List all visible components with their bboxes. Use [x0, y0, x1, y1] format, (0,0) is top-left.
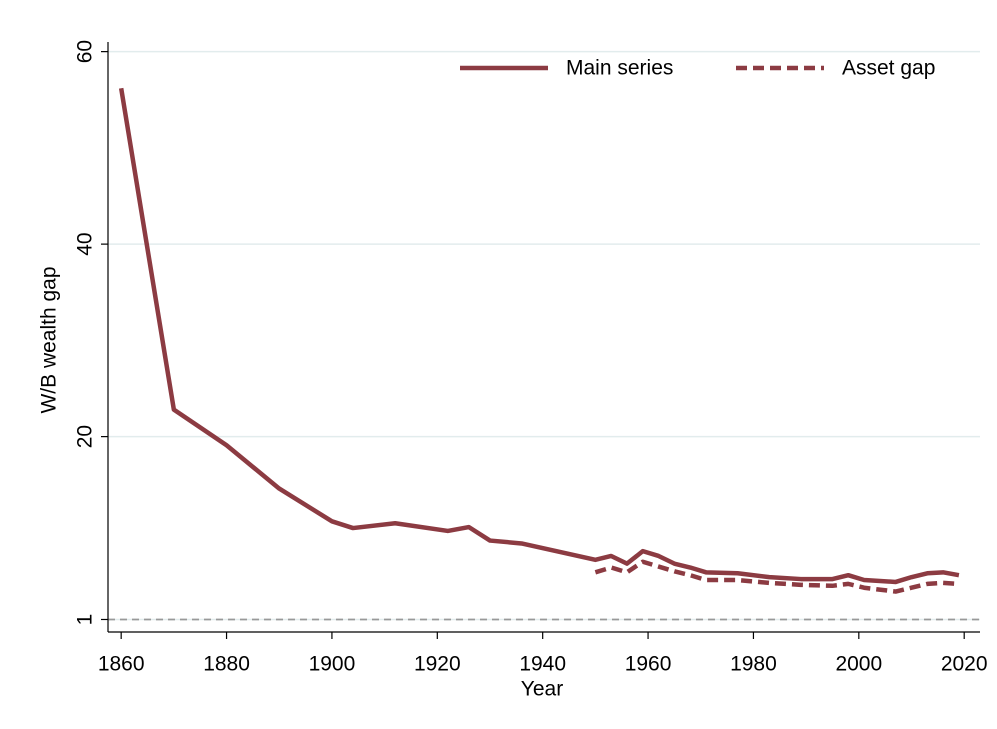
y-tick-label: 40 — [74, 232, 97, 255]
line-series — [594, 559, 960, 594]
line-series — [118, 87, 960, 585]
y-tick-label: 60 — [74, 40, 97, 63]
x-tick-label: 1860 — [98, 653, 145, 676]
x-tick-label: 1920 — [414, 653, 461, 676]
y-axis-label: W/B wealth gap — [38, 266, 61, 413]
legend-label: Asset gap — [842, 57, 935, 80]
x-tick-label: 1940 — [519, 653, 566, 676]
y-tick-label: 20 — [74, 425, 97, 448]
x-tick-label: 1980 — [730, 653, 777, 676]
x-tick-label: 2020 — [941, 653, 988, 676]
x-tick-label: 1960 — [625, 653, 672, 676]
x-tick-label: 1900 — [309, 653, 356, 676]
legend-label: Main series — [566, 57, 673, 80]
x-tick-label: 2000 — [835, 653, 882, 676]
y-tick-label: 1 — [74, 614, 97, 626]
x-tick-label: 1880 — [203, 653, 250, 676]
x-axis-label: Year — [521, 678, 563, 701]
